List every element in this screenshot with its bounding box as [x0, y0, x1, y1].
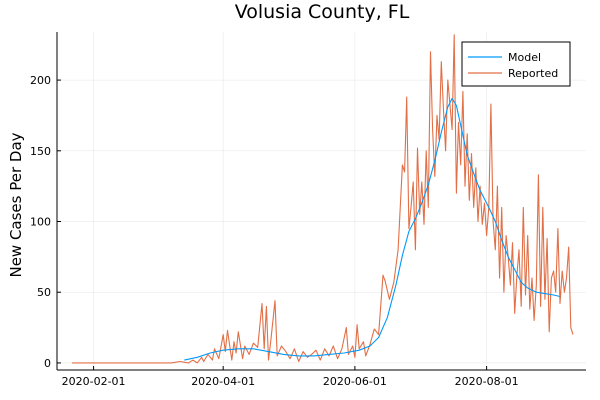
y-tick-label: 50: [37, 286, 51, 299]
legend-box: [461, 41, 571, 87]
y-tick-label: 0: [44, 357, 51, 370]
legend-label-reported: Reported: [508, 67, 558, 80]
grid-layer: [57, 32, 586, 370]
chart-title: Volusia County, FL: [235, 1, 410, 23]
series-line-reported: [72, 34, 574, 364]
axes-layer: 0 50 100 150 200 2020-02-01 2020-04-01 2020-06-…: [30, 32, 586, 388]
y-axis-label: New Cases Per Day: [7, 132, 25, 277]
x-tick-label: 2020-08-01: [455, 375, 519, 388]
legend: Model Reported: [461, 41, 571, 87]
y-tick-label: 100: [30, 216, 51, 229]
series-line-model: [184, 97, 561, 361]
y-tick-label: 150: [30, 145, 51, 158]
x-tick-label: 2020-04-01: [191, 375, 255, 388]
legend-label-model: Model: [508, 51, 541, 64]
series-layer: [72, 34, 574, 364]
y-tick-label: 200: [30, 74, 51, 87]
x-tick-label: 2020-06-01: [323, 375, 387, 388]
x-tick-label: 2020-02-01: [62, 375, 126, 388]
